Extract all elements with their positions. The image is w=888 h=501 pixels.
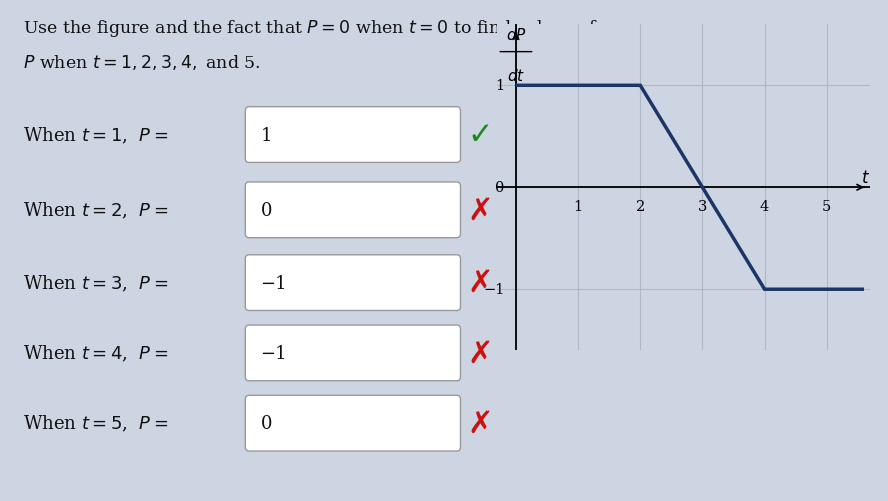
Text: 5: 5 (822, 200, 831, 214)
Text: 0: 0 (496, 181, 504, 195)
Text: When $t = 2$,  $P =$: When $t = 2$, $P =$ (23, 200, 168, 220)
Text: ✓: ✓ (467, 121, 493, 150)
FancyBboxPatch shape (245, 107, 461, 163)
Text: −1: −1 (483, 283, 504, 297)
Text: $dt$: $dt$ (507, 68, 525, 84)
Text: ✗: ✗ (467, 269, 493, 298)
Text: ✗: ✗ (467, 196, 493, 225)
Text: 0: 0 (260, 201, 272, 219)
Text: ✗: ✗ (467, 409, 493, 438)
Text: 1: 1 (574, 200, 583, 214)
Text: −1: −1 (260, 274, 287, 292)
Text: $P$ when $t = 1, 2, 3, 4,$ and 5.: $P$ when $t = 1, 2, 3, 4,$ and 5. (23, 53, 260, 72)
FancyBboxPatch shape (245, 326, 461, 381)
Text: Use the figure and the fact that $P = 0$ when $t = 0$ to find values of: Use the figure and the fact that $P = 0$… (23, 18, 598, 39)
Text: 1: 1 (260, 126, 272, 144)
Text: −1: −1 (260, 344, 287, 362)
Text: When $t = 1$,  $P =$: When $t = 1$, $P =$ (23, 125, 168, 145)
Text: $dP$: $dP$ (505, 28, 527, 44)
Text: 0: 0 (260, 414, 272, 432)
Text: When $t = 3$,  $P =$: When $t = 3$, $P =$ (23, 273, 168, 293)
Text: 4: 4 (760, 200, 769, 214)
Text: 3: 3 (698, 200, 707, 214)
Text: ✗: ✗ (467, 339, 493, 368)
Text: 1: 1 (496, 79, 504, 93)
FancyBboxPatch shape (245, 182, 461, 238)
Text: 2: 2 (636, 200, 645, 214)
Text: When $t = 4$,  $P =$: When $t = 4$, $P =$ (23, 343, 168, 363)
Text: $t$: $t$ (861, 169, 870, 186)
Text: When $t = 5$,  $P =$: When $t = 5$, $P =$ (23, 413, 168, 433)
FancyBboxPatch shape (245, 396, 461, 451)
FancyBboxPatch shape (245, 255, 461, 311)
